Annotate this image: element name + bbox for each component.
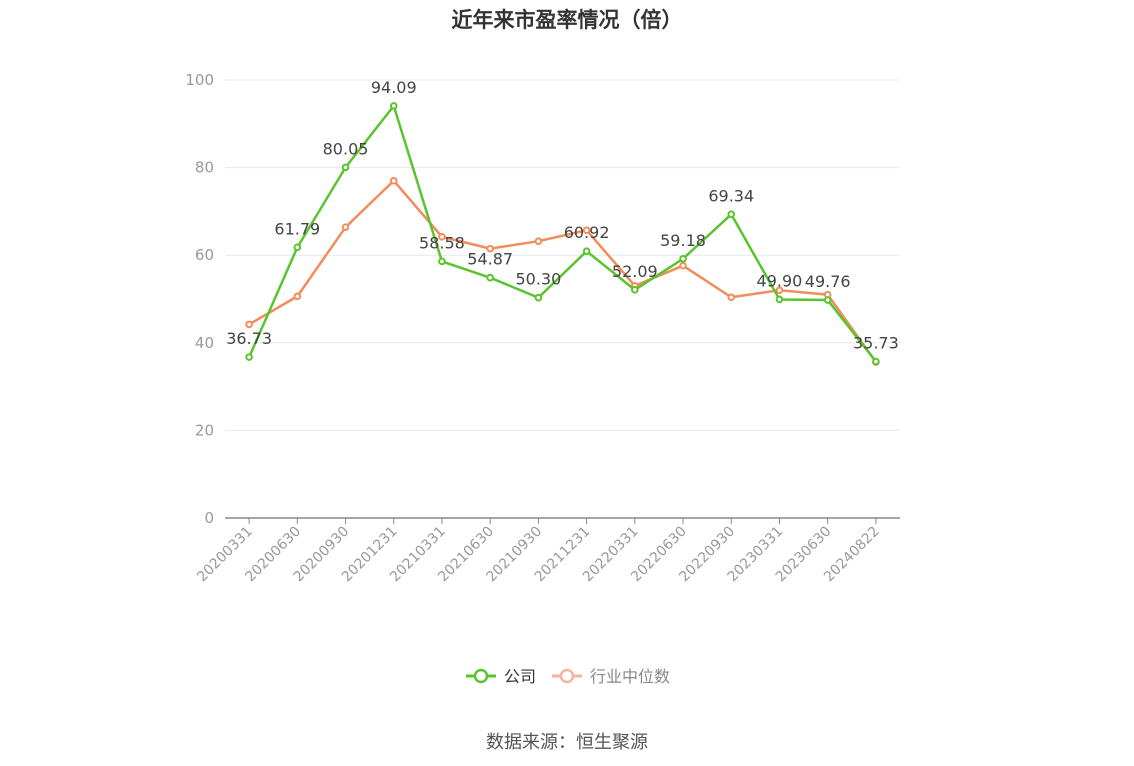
data-point	[341, 223, 350, 231]
data-point	[534, 293, 543, 302]
data-point	[775, 295, 784, 304]
data-label: 59.18	[660, 231, 706, 250]
data-point	[293, 292, 302, 301]
data-label: 50.30	[515, 270, 561, 289]
data-point	[486, 273, 494, 282]
data-point	[438, 233, 446, 241]
legend-item-label: 行业中位数	[590, 667, 670, 686]
data-label: 58.58	[419, 233, 465, 252]
chart-title: 近年来市盈率情况（倍）	[451, 8, 683, 32]
data-point	[534, 237, 543, 245]
data-point	[631, 286, 639, 294]
data-point	[245, 353, 253, 361]
data-point	[293, 243, 302, 252]
y-tick-label: 60	[195, 246, 214, 264]
data-label: 35.73	[853, 334, 899, 353]
legend-marker	[473, 668, 489, 684]
data-point	[872, 357, 880, 366]
data-point	[823, 296, 832, 304]
data-point	[486, 244, 494, 253]
data-label: 61.79	[274, 219, 320, 238]
data-point	[582, 226, 591, 235]
y-tick-label: 80	[195, 159, 214, 177]
data-point	[438, 257, 446, 266]
data-point	[679, 254, 687, 263]
data-label: 69.34	[708, 186, 754, 205]
data-point	[582, 247, 591, 255]
grid-lines	[225, 79, 900, 431]
y-tick-label: 100	[185, 71, 214, 89]
legend[interactable]: 公司 行业中位数	[466, 667, 670, 686]
y-tick-label: 20	[195, 421, 214, 439]
source-note: 数据来源：恒生聚源	[486, 732, 648, 753]
data-point	[727, 293, 736, 302]
data-label: 49.90	[757, 271, 803, 290]
legend-item-label: 公司	[504, 667, 536, 686]
axes: 0204060801002020033120200630202009302020…	[185, 71, 900, 585]
data-point	[245, 320, 253, 329]
data-point	[341, 163, 350, 172]
data-label: 52.09	[612, 262, 658, 281]
data-point	[389, 176, 398, 185]
series-line	[248, 179, 877, 363]
data-label: 49.76	[805, 272, 851, 291]
data-point	[775, 286, 784, 295]
y-tick-label: 40	[195, 334, 214, 352]
data-point	[679, 261, 687, 270]
data-point	[389, 102, 398, 110]
y-tick-label: 0	[204, 509, 214, 527]
data-label: 80.05	[323, 139, 369, 158]
data-label: 36.73	[226, 329, 272, 348]
series-line	[247, 104, 877, 363]
data-label: 54.87	[467, 250, 513, 269]
data-label: 60.92	[564, 223, 610, 242]
legend-marker	[559, 668, 575, 684]
data-point	[727, 210, 736, 219]
data-label: 94.09	[371, 78, 417, 97]
series-lines	[245, 102, 880, 366]
